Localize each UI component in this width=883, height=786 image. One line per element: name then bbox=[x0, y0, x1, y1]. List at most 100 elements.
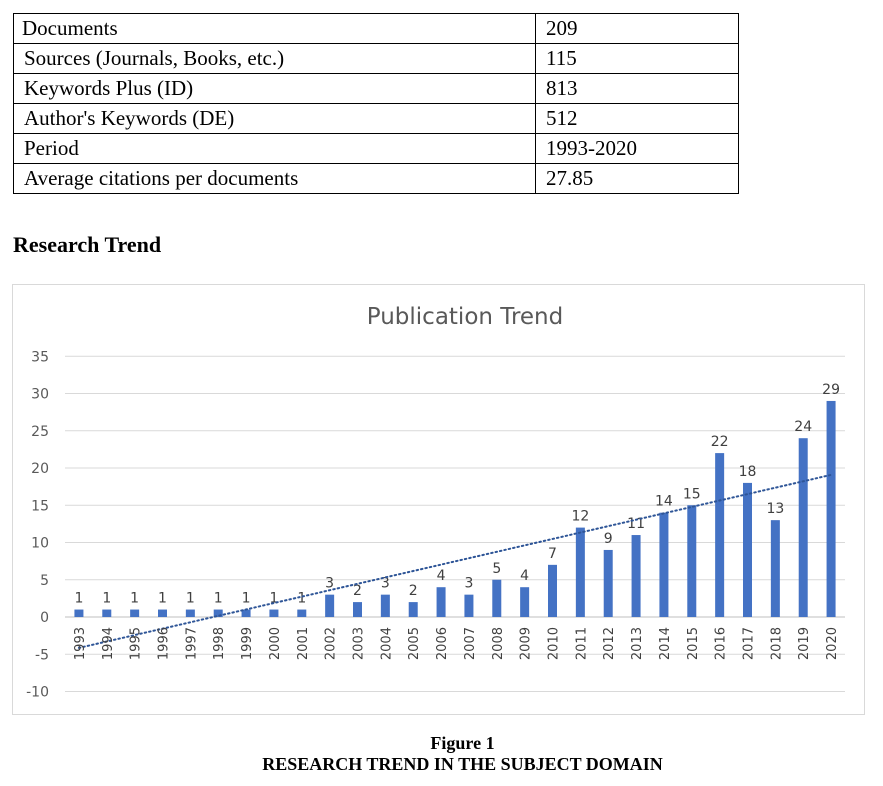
x-tick-label: 2012 bbox=[602, 627, 617, 660]
bar bbox=[325, 594, 335, 617]
row-label: Sources (Journals, Books, etc.) bbox=[13, 43, 536, 74]
x-tick-label: 2006 bbox=[435, 627, 450, 660]
bar bbox=[297, 609, 307, 617]
x-tick-label: 2020 bbox=[825, 627, 840, 660]
bar bbox=[798, 438, 808, 617]
x-tick-label: 2019 bbox=[797, 627, 812, 660]
data-label: 24 bbox=[794, 419, 812, 435]
data-label: 1 bbox=[242, 591, 251, 607]
bar bbox=[130, 609, 140, 617]
data-label: 1 bbox=[158, 591, 167, 607]
table-row: Documents 209 bbox=[13, 13, 739, 44]
data-label: 9 bbox=[604, 531, 613, 547]
figure-title: RESEARCH TREND IN THE SUBJECT DOMAIN bbox=[262, 754, 663, 774]
data-label: 14 bbox=[655, 494, 673, 510]
x-tick-label: 2013 bbox=[630, 627, 645, 660]
x-tick-label: 2007 bbox=[463, 627, 478, 660]
x-tick-label: 2003 bbox=[352, 627, 367, 660]
x-tick-label: 1994 bbox=[101, 627, 116, 660]
row-value: 1993-2020 bbox=[535, 133, 739, 164]
table-row: Sources (Journals, Books, etc.) 115 bbox=[13, 43, 739, 74]
x-tick-label: 2017 bbox=[742, 627, 757, 660]
bar bbox=[102, 609, 112, 617]
row-label: Author's Keywords (DE) bbox=[13, 103, 536, 134]
x-tick-label: 2018 bbox=[769, 627, 784, 660]
x-tick-label: 2014 bbox=[658, 627, 673, 660]
data-label: 18 bbox=[739, 464, 757, 480]
table-row: Author's Keywords (DE) 512 bbox=[13, 103, 739, 134]
x-tick-label: 2010 bbox=[547, 627, 562, 660]
x-tick-label: 2001 bbox=[296, 627, 311, 660]
bar bbox=[492, 579, 502, 617]
bar bbox=[603, 549, 613, 617]
data-label: 7 bbox=[548, 546, 557, 562]
x-tick-label: 1999 bbox=[240, 627, 255, 660]
x-tick-label: 1996 bbox=[157, 627, 172, 660]
data-label: 3 bbox=[325, 576, 334, 592]
summary-table: Documents 209 Sources (Journals, Books, et… bbox=[13, 13, 739, 194]
bar bbox=[520, 587, 530, 617]
y-tick-label: -10 bbox=[26, 685, 49, 701]
row-label: Documents bbox=[13, 13, 536, 44]
x-tick-label: 2011 bbox=[574, 627, 589, 660]
x-tick-label: 1997 bbox=[184, 627, 199, 660]
chart-container: Publication Trend -10 -5 0 5 10 15 20 25 30 35 1 1 1 1… bbox=[12, 284, 865, 715]
x-tick-label: 2000 bbox=[268, 627, 283, 660]
row-label: Average citations per documents bbox=[13, 163, 536, 194]
bar bbox=[548, 564, 557, 617]
data-label: 1 bbox=[102, 591, 111, 607]
data-label: 1 bbox=[214, 591, 223, 607]
x-tick-label: 2016 bbox=[714, 627, 729, 660]
table-row: Average citations per documents 27.85 bbox=[13, 163, 739, 194]
data-label: 4 bbox=[437, 568, 446, 584]
y-tick-label: 15 bbox=[31, 498, 49, 514]
x-tick-label: 2008 bbox=[491, 627, 506, 660]
section-heading: Research Trend bbox=[13, 232, 162, 257]
bar bbox=[158, 609, 167, 617]
row-label: Keywords Plus (ID) bbox=[13, 73, 536, 104]
trend-line bbox=[77, 473, 833, 649]
bar bbox=[826, 400, 836, 617]
y-tick-label: 10 bbox=[31, 536, 49, 552]
y-tick-label: -5 bbox=[35, 647, 49, 663]
table-row: Period 1993-2020 bbox=[13, 133, 739, 164]
x-tick-label: 2009 bbox=[519, 627, 534, 660]
bar bbox=[436, 587, 446, 617]
bar bbox=[687, 505, 697, 617]
data-label: 12 bbox=[571, 509, 589, 525]
bar bbox=[631, 535, 641, 617]
row-value: 27.85 bbox=[535, 163, 739, 194]
bar bbox=[464, 594, 474, 617]
bar bbox=[575, 527, 585, 617]
bar bbox=[241, 609, 251, 617]
row-value: 813 bbox=[535, 73, 739, 104]
bar bbox=[408, 602, 418, 617]
data-label: 5 bbox=[492, 561, 501, 577]
data-label: 22 bbox=[711, 434, 729, 450]
data-label: 3 bbox=[464, 576, 473, 592]
y-tick-label: 30 bbox=[31, 387, 49, 403]
x-tick-label: 2015 bbox=[686, 627, 701, 660]
y-tick-label: 20 bbox=[31, 461, 49, 477]
x-tick-label: 1995 bbox=[129, 627, 144, 660]
bar bbox=[185, 609, 195, 617]
bar bbox=[380, 594, 390, 617]
y-tick-label: 25 bbox=[31, 424, 49, 440]
y-tick-label: 5 bbox=[40, 573, 49, 589]
data-label: 2 bbox=[409, 583, 418, 599]
bar bbox=[770, 520, 780, 617]
bar bbox=[269, 609, 279, 617]
data-label: 13 bbox=[766, 501, 784, 517]
x-tick-label: 1998 bbox=[212, 627, 227, 660]
x-tick-label: 2002 bbox=[324, 627, 339, 660]
table-row: Keywords Plus (ID) 813 bbox=[13, 73, 739, 104]
data-label: 15 bbox=[683, 486, 701, 502]
row-value: 115 bbox=[535, 43, 739, 74]
bar bbox=[715, 453, 725, 617]
y-tick-label: 35 bbox=[31, 349, 49, 365]
figure-number: Figure 1 bbox=[430, 733, 495, 753]
y-tick-label: 0 bbox=[40, 610, 49, 626]
data-label: 4 bbox=[520, 568, 529, 584]
bar bbox=[353, 602, 362, 617]
row-value: 512 bbox=[535, 103, 739, 134]
